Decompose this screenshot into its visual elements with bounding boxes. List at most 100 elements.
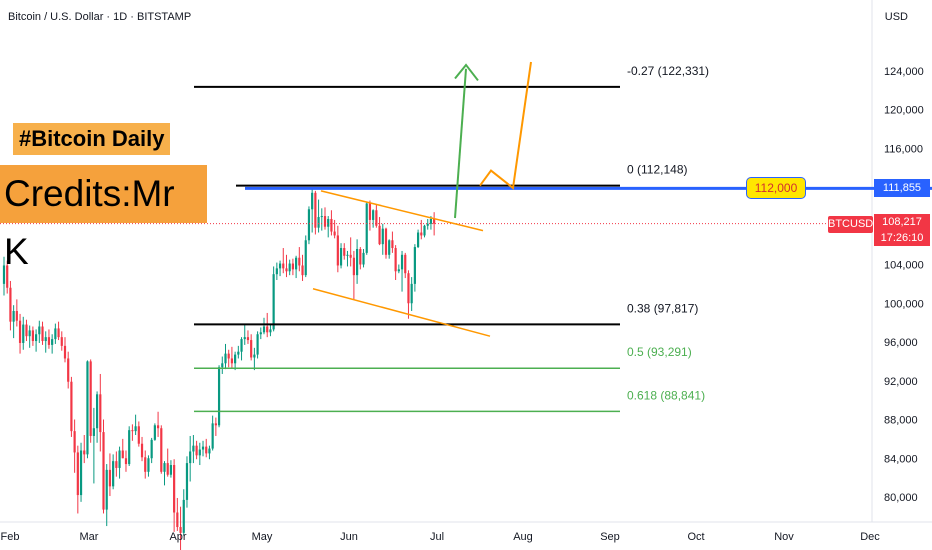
candle-body (301, 265, 304, 276)
candle (118, 446, 121, 479)
candle (381, 223, 384, 255)
candle (12, 305, 15, 339)
candle-body (262, 326, 266, 333)
fib-level-label: 0.38 (97,817) (627, 301, 698, 315)
candle-body (356, 249, 359, 276)
candle (70, 376, 73, 437)
candle (307, 206, 311, 245)
candle (198, 442, 201, 466)
candle (137, 421, 140, 447)
candle (323, 207, 327, 230)
candle (44, 331, 47, 353)
candle (2, 256, 6, 296)
candle (250, 334, 253, 361)
candle-body (317, 217, 320, 228)
candle (54, 323, 57, 344)
candle-body (349, 254, 352, 258)
candle-body (339, 248, 343, 266)
candle (156, 411, 160, 437)
candle (426, 218, 429, 230)
candle-body (250, 340, 253, 358)
candle (288, 259, 291, 276)
candle (214, 417, 217, 436)
candle-body (221, 363, 224, 368)
candle (144, 450, 147, 479)
candle (192, 435, 195, 464)
candle (356, 239, 359, 284)
candle-body (426, 223, 429, 226)
candle-body (368, 203, 372, 220)
candle-body (63, 345, 67, 359)
candle-body (54, 328, 57, 340)
price-tick-label: 92,000 (884, 376, 918, 388)
candle (189, 435, 192, 482)
candle-body (99, 394, 102, 433)
candle-body (388, 240, 391, 255)
candle-body (365, 203, 368, 253)
candle (327, 216, 330, 238)
candle (246, 330, 250, 344)
candle (201, 440, 205, 457)
candle (400, 250, 404, 292)
candle-body (118, 450, 121, 468)
bullish-arrow-line (454, 68, 467, 219)
candle-body (2, 265, 6, 284)
candle (169, 460, 173, 478)
candle (278, 260, 282, 277)
candle (282, 248, 285, 274)
candle-body (147, 458, 150, 472)
price-tick-label: 84,000 (884, 453, 918, 465)
candle-body (416, 232, 420, 248)
candle (41, 321, 44, 345)
candle-body (112, 461, 115, 487)
time-tick-label: Mar (80, 531, 99, 543)
channel-upper-line (320, 190, 484, 232)
candle-body (18, 320, 22, 343)
candle (378, 217, 381, 246)
fib-level-label: 0.618 (88,841) (627, 388, 705, 402)
candle (60, 331, 63, 351)
candle (22, 316, 25, 350)
candle (433, 212, 436, 236)
candle-body (400, 254, 404, 270)
candle-body (282, 263, 285, 269)
candle-body (67, 358, 70, 382)
candle-body (253, 354, 256, 358)
candle (153, 423, 156, 441)
candle (28, 325, 31, 348)
channel-lower-line (312, 287, 491, 337)
candle (9, 280, 12, 331)
candle (51, 334, 54, 354)
candle (211, 415, 214, 451)
candle (285, 254, 288, 278)
time-tick-label: Nov (774, 531, 794, 543)
candle-body (79, 450, 83, 496)
time-tick-label: Jul (430, 531, 444, 543)
candle-body (359, 249, 362, 265)
candle (128, 426, 131, 466)
candle-body (205, 446, 208, 454)
candle-body (394, 248, 397, 272)
candle-body (163, 463, 166, 472)
candle (224, 343, 227, 370)
candle (298, 247, 301, 272)
currency-label[interactable]: USD (884, 11, 908, 23)
candle-body (92, 428, 95, 436)
candle (57, 321, 60, 341)
candle-body (60, 337, 63, 346)
candle-body (121, 450, 124, 459)
candle-body (397, 269, 400, 272)
candle (79, 442, 83, 502)
candle-body (234, 354, 237, 364)
candle (394, 245, 397, 280)
candle (243, 323, 246, 345)
candle-body (259, 332, 262, 335)
candle-body (73, 431, 76, 453)
candle-body (304, 240, 307, 276)
candle-body (433, 218, 436, 224)
candle (6, 260, 9, 294)
candle (63, 337, 67, 363)
candle-body (336, 235, 339, 266)
candle-body (298, 257, 301, 266)
